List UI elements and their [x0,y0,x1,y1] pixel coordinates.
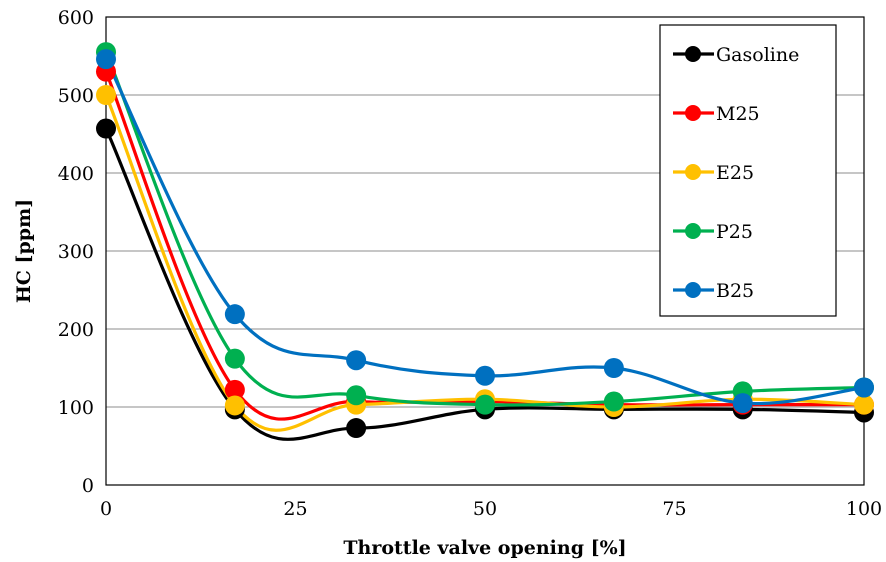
x-axis-title: Throttle valve opening [%] [343,537,626,559]
y-tick-label: 300 [58,241,94,263]
x-tick-label: 75 [662,498,686,520]
data-point-e25 [224,395,245,416]
legend-swatch-marker [685,282,701,298]
y-tick-label: 100 [58,397,94,419]
data-point-e25 [96,85,116,105]
data-point-b25 [603,358,624,378]
legend-label: M25 [716,103,760,125]
legend-label: P25 [716,221,753,243]
legend-swatch-marker [685,46,701,62]
legend-item-p25: P25 [673,221,753,243]
y-tick-label: 600 [58,7,94,29]
data-point-b25 [732,393,753,414]
data-point-p25 [224,348,245,369]
data-point-gasoline [96,118,116,139]
legend-swatch-marker [685,105,701,121]
plot-area-border [105,16,865,486]
y-tick-label: 200 [58,319,94,341]
legend-item-e25: E25 [673,162,754,184]
x-tick-label: 50 [473,498,497,520]
y-tick-labels: 0 100 200 300 400 500 600 [58,7,94,497]
legend-label: B25 [716,280,754,302]
y-axis-title: HC [ppm] [13,199,35,303]
legend-label: Gasoline [716,44,799,66]
data-point-m25 [224,379,245,400]
series-markers [96,42,874,439]
y-tick-label: 500 [58,85,94,107]
data-point-e25 [854,394,874,415]
legend-item-gasoline: Gasoline [673,44,799,66]
legend-swatch-marker [685,164,701,180]
legend-swatch-marker [685,223,701,239]
legend: Gasoline M25 E25 P25 B25 [659,24,837,317]
x-tick-label: 100 [846,498,882,520]
legend-item-b25: B25 [673,280,754,302]
data-point-gasoline [346,418,367,439]
data-point-b25 [854,377,874,398]
data-point-p25 [475,394,495,415]
data-point-b25 [96,49,116,70]
data-point-p25 [346,385,367,406]
x-tick-label: 0 [100,498,112,520]
data-point-b25 [346,350,367,371]
legend-item-m25: M25 [673,103,760,125]
y-tick-label: 0 [82,475,94,497]
data-point-b25 [475,365,495,386]
legend-label: E25 [716,162,754,184]
x-tick-labels: 0 25 50 75 100 [100,498,882,520]
y-tick-label: 400 [58,163,94,185]
data-point-p25 [603,391,624,412]
data-point-b25 [224,304,245,325]
x-tick-label: 25 [283,498,307,520]
